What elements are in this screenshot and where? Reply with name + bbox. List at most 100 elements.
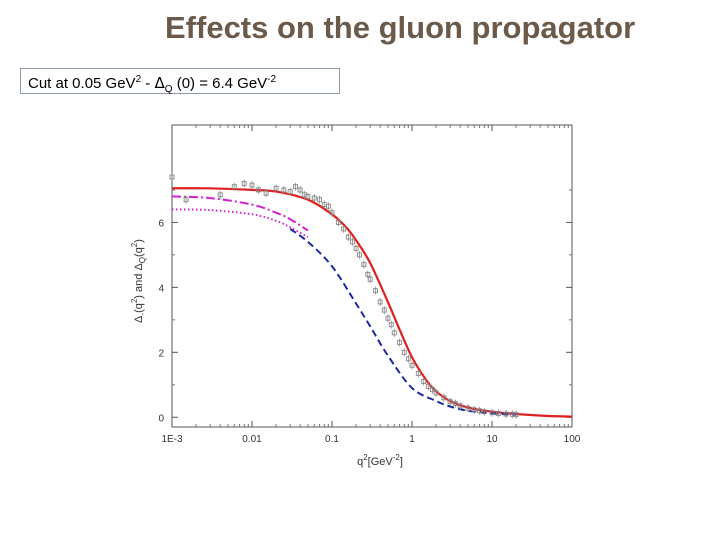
point-marker [391,330,397,336]
point-marker [495,410,501,416]
data-point [391,328,397,337]
point-marker [503,411,509,417]
data-point [263,189,269,198]
point-marker [471,407,477,413]
data-point [325,202,331,211]
x-tick-label: 1E-3 [161,434,183,445]
x-tick-label: 0.01 [242,434,262,445]
data-point [433,388,439,397]
point-marker [365,271,371,277]
data-point [373,286,378,295]
point-marker [335,219,341,225]
point-marker [305,193,311,199]
data-point [503,410,509,419]
caption-text-3: (0) = 6.4 GeV [172,75,268,92]
point-marker [345,234,351,240]
point-marker [415,370,421,376]
data-point [255,185,261,194]
data-point [401,348,407,357]
data-point [341,224,347,233]
data-point [405,354,411,363]
data-point [385,314,391,323]
data-point [447,397,453,406]
caption-sub-q: Q [164,84,173,95]
slide-title: Effects on the gluon propagator [165,10,636,45]
point-marker [349,239,355,245]
point-marker [433,390,439,396]
caption-box: Cut at 0.05 GeV2 - ΔQ (0) = 6.4 GeV-2 [20,68,340,95]
point-marker [373,288,378,294]
data-point [349,237,355,246]
y-tick-label: 2 [158,348,164,359]
data-point [305,192,311,201]
series-line-dashdot [171,195,309,232]
point-marker [241,181,247,186]
point-marker [377,299,383,305]
data-point [415,369,421,378]
point-marker [231,184,237,190]
point-marker [465,405,471,411]
point-marker [169,174,175,180]
data-point [317,195,323,204]
data-point [273,184,279,193]
data-point [169,172,175,181]
x-tick-label: 10 [486,434,498,445]
data-point [361,260,367,269]
point-marker [287,189,293,195]
point-marker [353,245,359,251]
point-marker [311,195,317,201]
data-point [409,361,415,370]
data-point [441,393,447,402]
data-point [287,187,293,196]
data-point [353,244,359,253]
point-marker [217,192,223,198]
data-point [356,250,362,259]
point-marker [397,340,403,346]
y-tick-label: 4 [158,283,164,294]
point-marker [441,395,447,401]
point-marker [409,362,415,368]
data-point [465,404,471,413]
data-point [381,306,387,315]
series-line-solid [171,187,573,418]
data-point [453,399,458,408]
data-point [367,275,373,284]
data-point [421,377,427,386]
point-marker [381,307,387,313]
data-point [377,297,383,306]
data-point [311,194,317,203]
point-marker [249,182,255,188]
data-point [231,182,237,191]
x-tick-label: 100 [564,434,581,445]
data-point [457,401,463,410]
data-point [481,407,487,416]
point-marker [385,315,391,321]
point-marker [293,184,298,190]
data-point [183,195,189,204]
point-marker [513,412,519,418]
point-marker [317,197,323,203]
data-point [425,382,431,391]
data-point [293,182,298,191]
caption-delta: Δ [154,74,165,92]
point-marker [263,190,269,196]
point-marker [325,203,331,209]
point-marker [447,399,453,405]
data-point [241,179,247,188]
point-marker [361,262,367,268]
caption-text-1: Cut at 0.05 GeV [28,75,136,92]
point-marker [477,408,483,414]
data-point [281,185,287,194]
point-marker [405,356,411,362]
plot-frame [171,124,573,428]
x-tick-label: 1 [409,434,415,445]
data-point [489,408,495,417]
point-marker [367,276,373,282]
point-marker [453,401,458,407]
caption-text-2: - [141,75,155,92]
data-point [345,233,351,242]
series-line-dashed [289,228,517,416]
point-marker [281,187,287,193]
data-point [513,410,519,419]
point-marker [183,197,189,203]
